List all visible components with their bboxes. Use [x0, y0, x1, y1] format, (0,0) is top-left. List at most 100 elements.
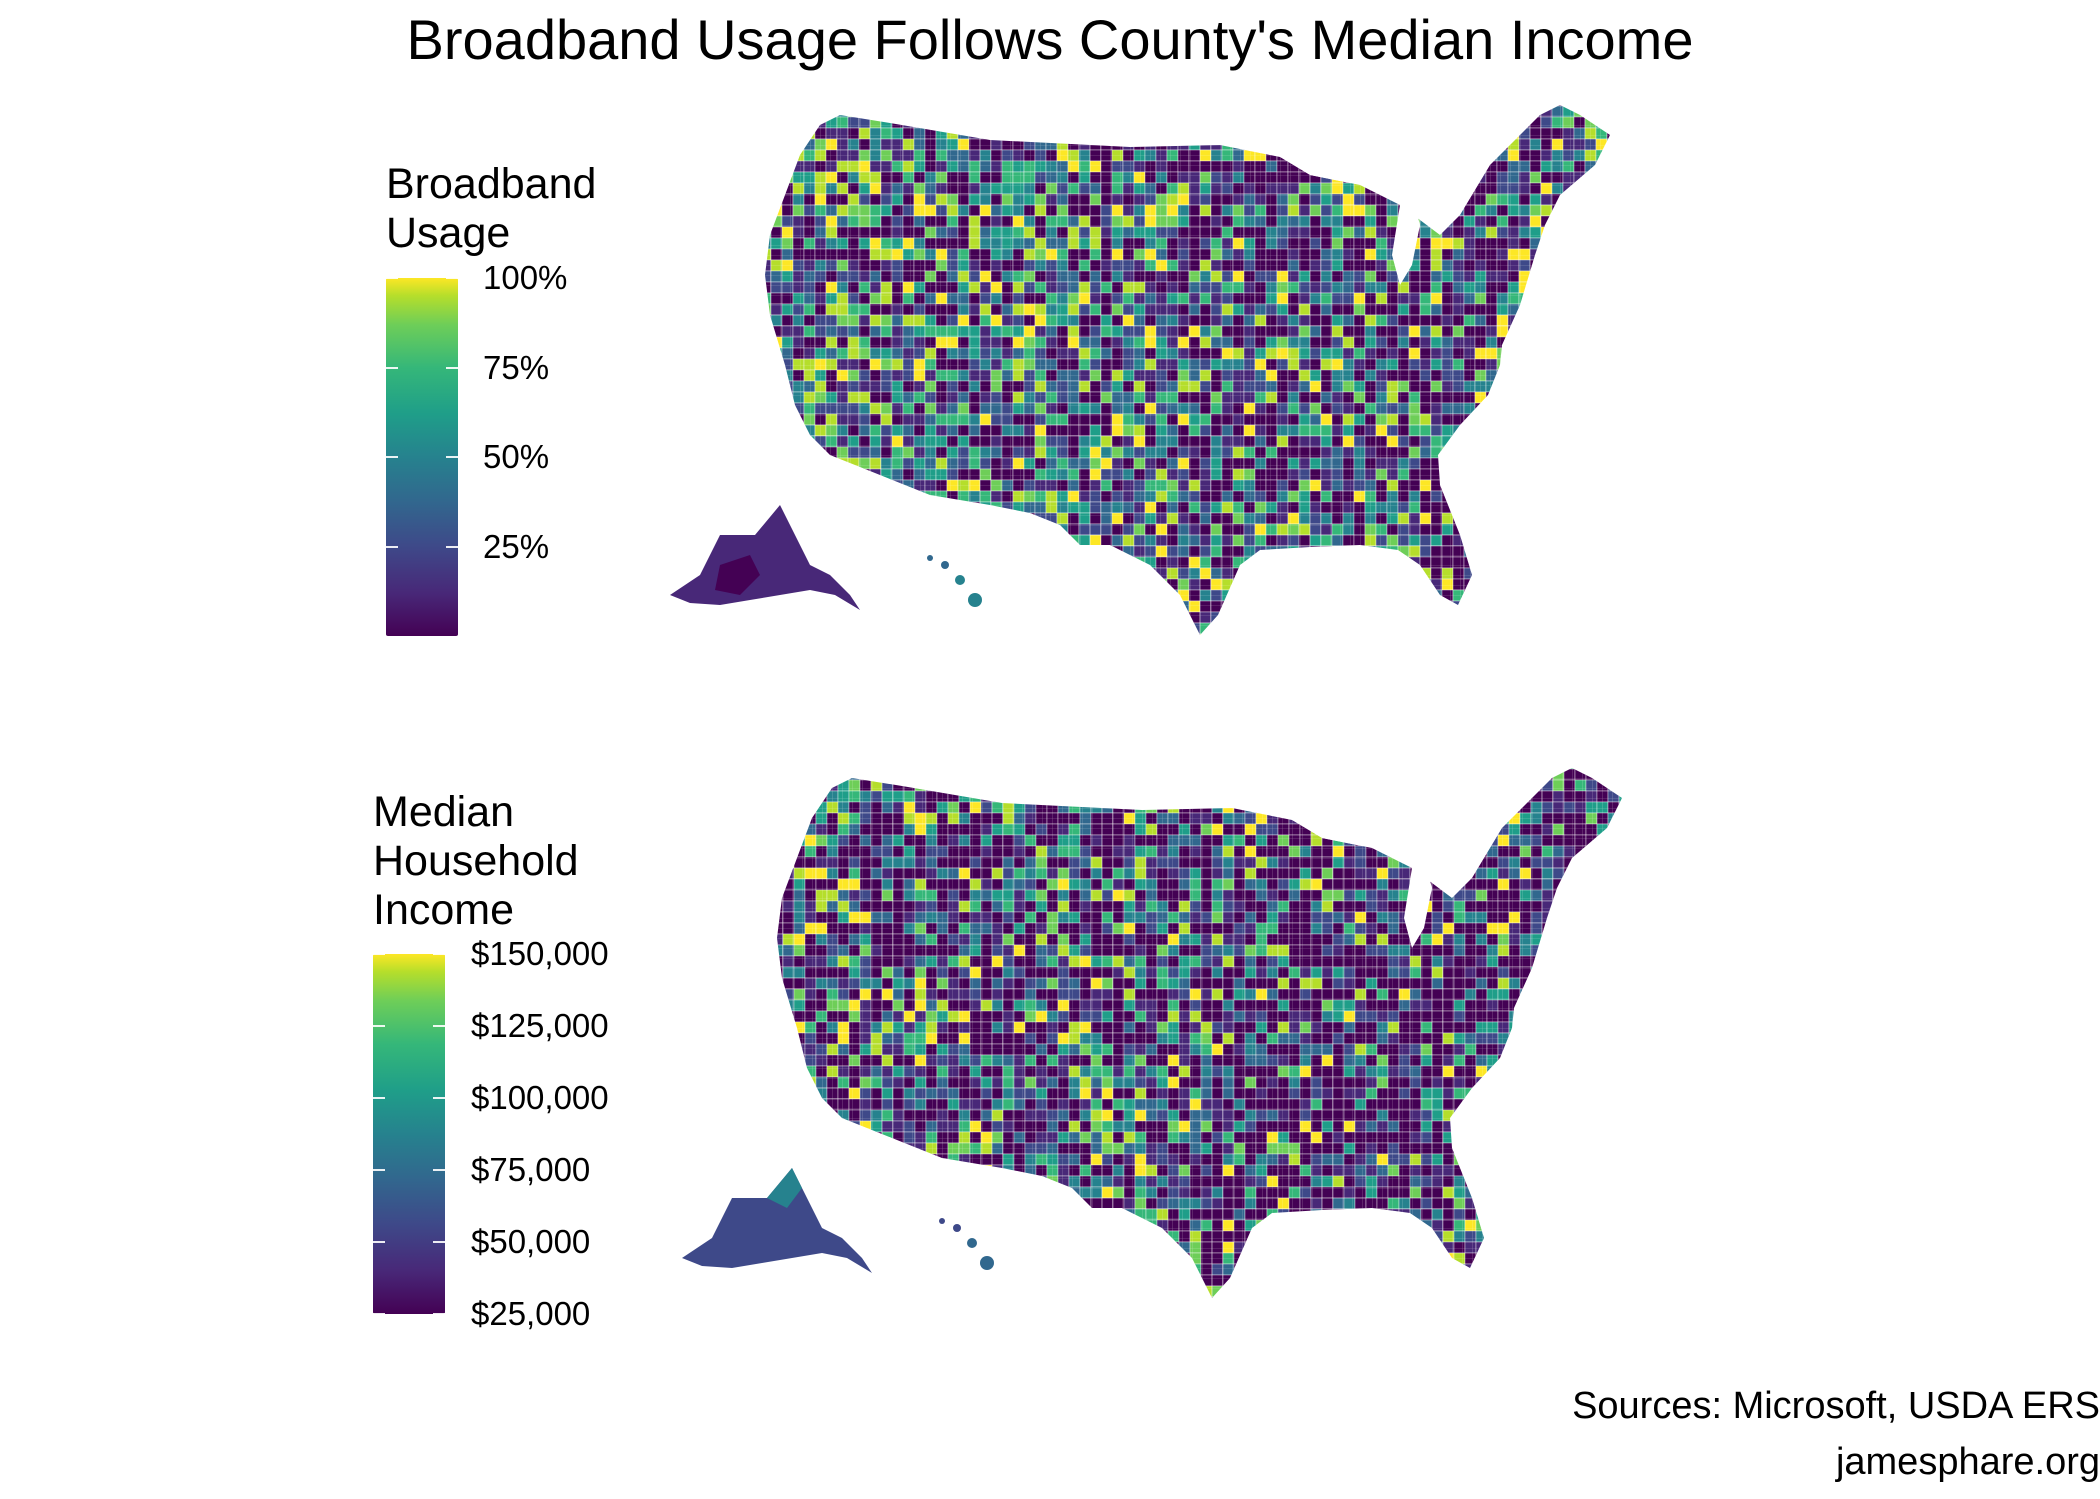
county-cell — [1496, 435, 1509, 448]
county-cell — [1496, 633, 1509, 635]
county-cell — [1309, 578, 1322, 591]
county-cell — [1573, 303, 1586, 316]
county-cell — [1618, 458, 1629, 469]
county-cell — [1309, 611, 1322, 624]
county-cell — [1584, 468, 1597, 481]
county-cell — [792, 105, 805, 118]
county-cell — [1618, 414, 1629, 425]
county-cell — [781, 468, 794, 481]
county-cell — [781, 435, 794, 448]
county-cell — [1298, 633, 1311, 635]
county-cell — [913, 512, 926, 525]
county-cell — [1452, 105, 1465, 118]
county-cell — [1529, 534, 1542, 547]
county-cell — [1134, 768, 1147, 781]
county-cell — [968, 622, 981, 635]
county-cell — [1441, 446, 1454, 459]
county-cell — [1584, 358, 1597, 371]
county-cell — [1562, 369, 1575, 382]
county-cell — [1419, 600, 1432, 613]
county-cell — [925, 645, 936, 656]
county-cell — [1606, 435, 1610, 448]
county-cell — [1155, 105, 1168, 107]
county-cell — [1518, 391, 1531, 404]
county-cell — [1012, 523, 1025, 536]
county-cell — [1529, 391, 1542, 404]
county-cell — [1441, 116, 1454, 129]
county-cell — [1595, 622, 1608, 635]
county-cell — [1068, 768, 1081, 781]
county-cell — [1475, 768, 1488, 770]
county-cell — [958, 645, 969, 656]
county-cell — [1156, 768, 1169, 770]
county-cell — [1310, 645, 1321, 656]
county-cell — [1177, 116, 1190, 129]
county-cell — [1376, 768, 1389, 781]
county-cell — [903, 645, 914, 656]
county-cell — [1265, 556, 1278, 569]
broadband-alaska — [670, 505, 860, 610]
county-cell — [1529, 578, 1542, 591]
county-cell — [1606, 567, 1610, 580]
county-cell — [1519, 768, 1532, 770]
county-cell — [1573, 259, 1586, 272]
county-cell — [1067, 633, 1080, 635]
county-cell — [990, 600, 1003, 613]
county-cell — [891, 567, 904, 580]
legend-tick-mark — [373, 1241, 385, 1243]
county-cell — [1375, 105, 1388, 118]
county-cell — [1001, 611, 1014, 624]
county-cell — [1518, 523, 1531, 536]
county-cell — [1430, 633, 1443, 635]
county-cell — [1254, 556, 1267, 569]
county-cell — [803, 468, 816, 481]
county-cell — [1122, 116, 1135, 129]
county-cell — [793, 801, 806, 814]
county-cell — [1584, 567, 1597, 580]
county-cell — [1442, 856, 1455, 869]
county-cell — [1463, 171, 1476, 184]
county-cell — [1365, 779, 1378, 792]
county-cell — [1134, 779, 1147, 792]
county-cell — [880, 534, 893, 547]
county-cell — [1277, 768, 1290, 770]
county-cell — [777, 878, 784, 891]
county-cell — [880, 600, 893, 613]
county-cell — [891, 600, 904, 613]
county-cell — [979, 512, 992, 525]
county-cell — [1056, 567, 1069, 580]
county-cell — [1630, 758, 1641, 769]
county-cell — [1618, 172, 1629, 183]
county-cell — [792, 633, 805, 635]
county-cell — [1320, 149, 1333, 162]
county-cell — [1562, 215, 1575, 228]
county-cell — [770, 413, 783, 426]
county-cell — [1496, 501, 1509, 514]
county-cell — [1112, 790, 1125, 803]
county-cell — [1518, 501, 1531, 514]
county-cell — [1430, 182, 1443, 195]
county-cell — [1265, 589, 1278, 602]
county-cell — [1309, 545, 1322, 558]
legend-tick-mark — [433, 1025, 445, 1027]
county-cell — [1595, 490, 1608, 503]
county-cell — [1529, 600, 1542, 613]
county-cell — [1364, 105, 1377, 118]
county-cell — [1342, 578, 1355, 591]
county-cell — [1584, 446, 1597, 459]
county-cell — [1584, 226, 1597, 239]
county-cell — [1068, 768, 1081, 770]
county-cell — [1618, 834, 1622, 847]
county-cell — [1540, 259, 1553, 272]
county-cell — [847, 479, 860, 492]
county-cell — [1057, 790, 1070, 803]
county-cell — [1045, 633, 1058, 635]
county-cell — [1518, 369, 1531, 382]
county-cell — [1211, 779, 1224, 792]
county-cell — [1265, 600, 1278, 613]
county-cell — [1463, 446, 1476, 459]
county-cell — [1496, 468, 1509, 481]
county-cell — [1375, 116, 1388, 129]
county-cell — [1046, 768, 1059, 770]
county-cell — [836, 622, 849, 635]
